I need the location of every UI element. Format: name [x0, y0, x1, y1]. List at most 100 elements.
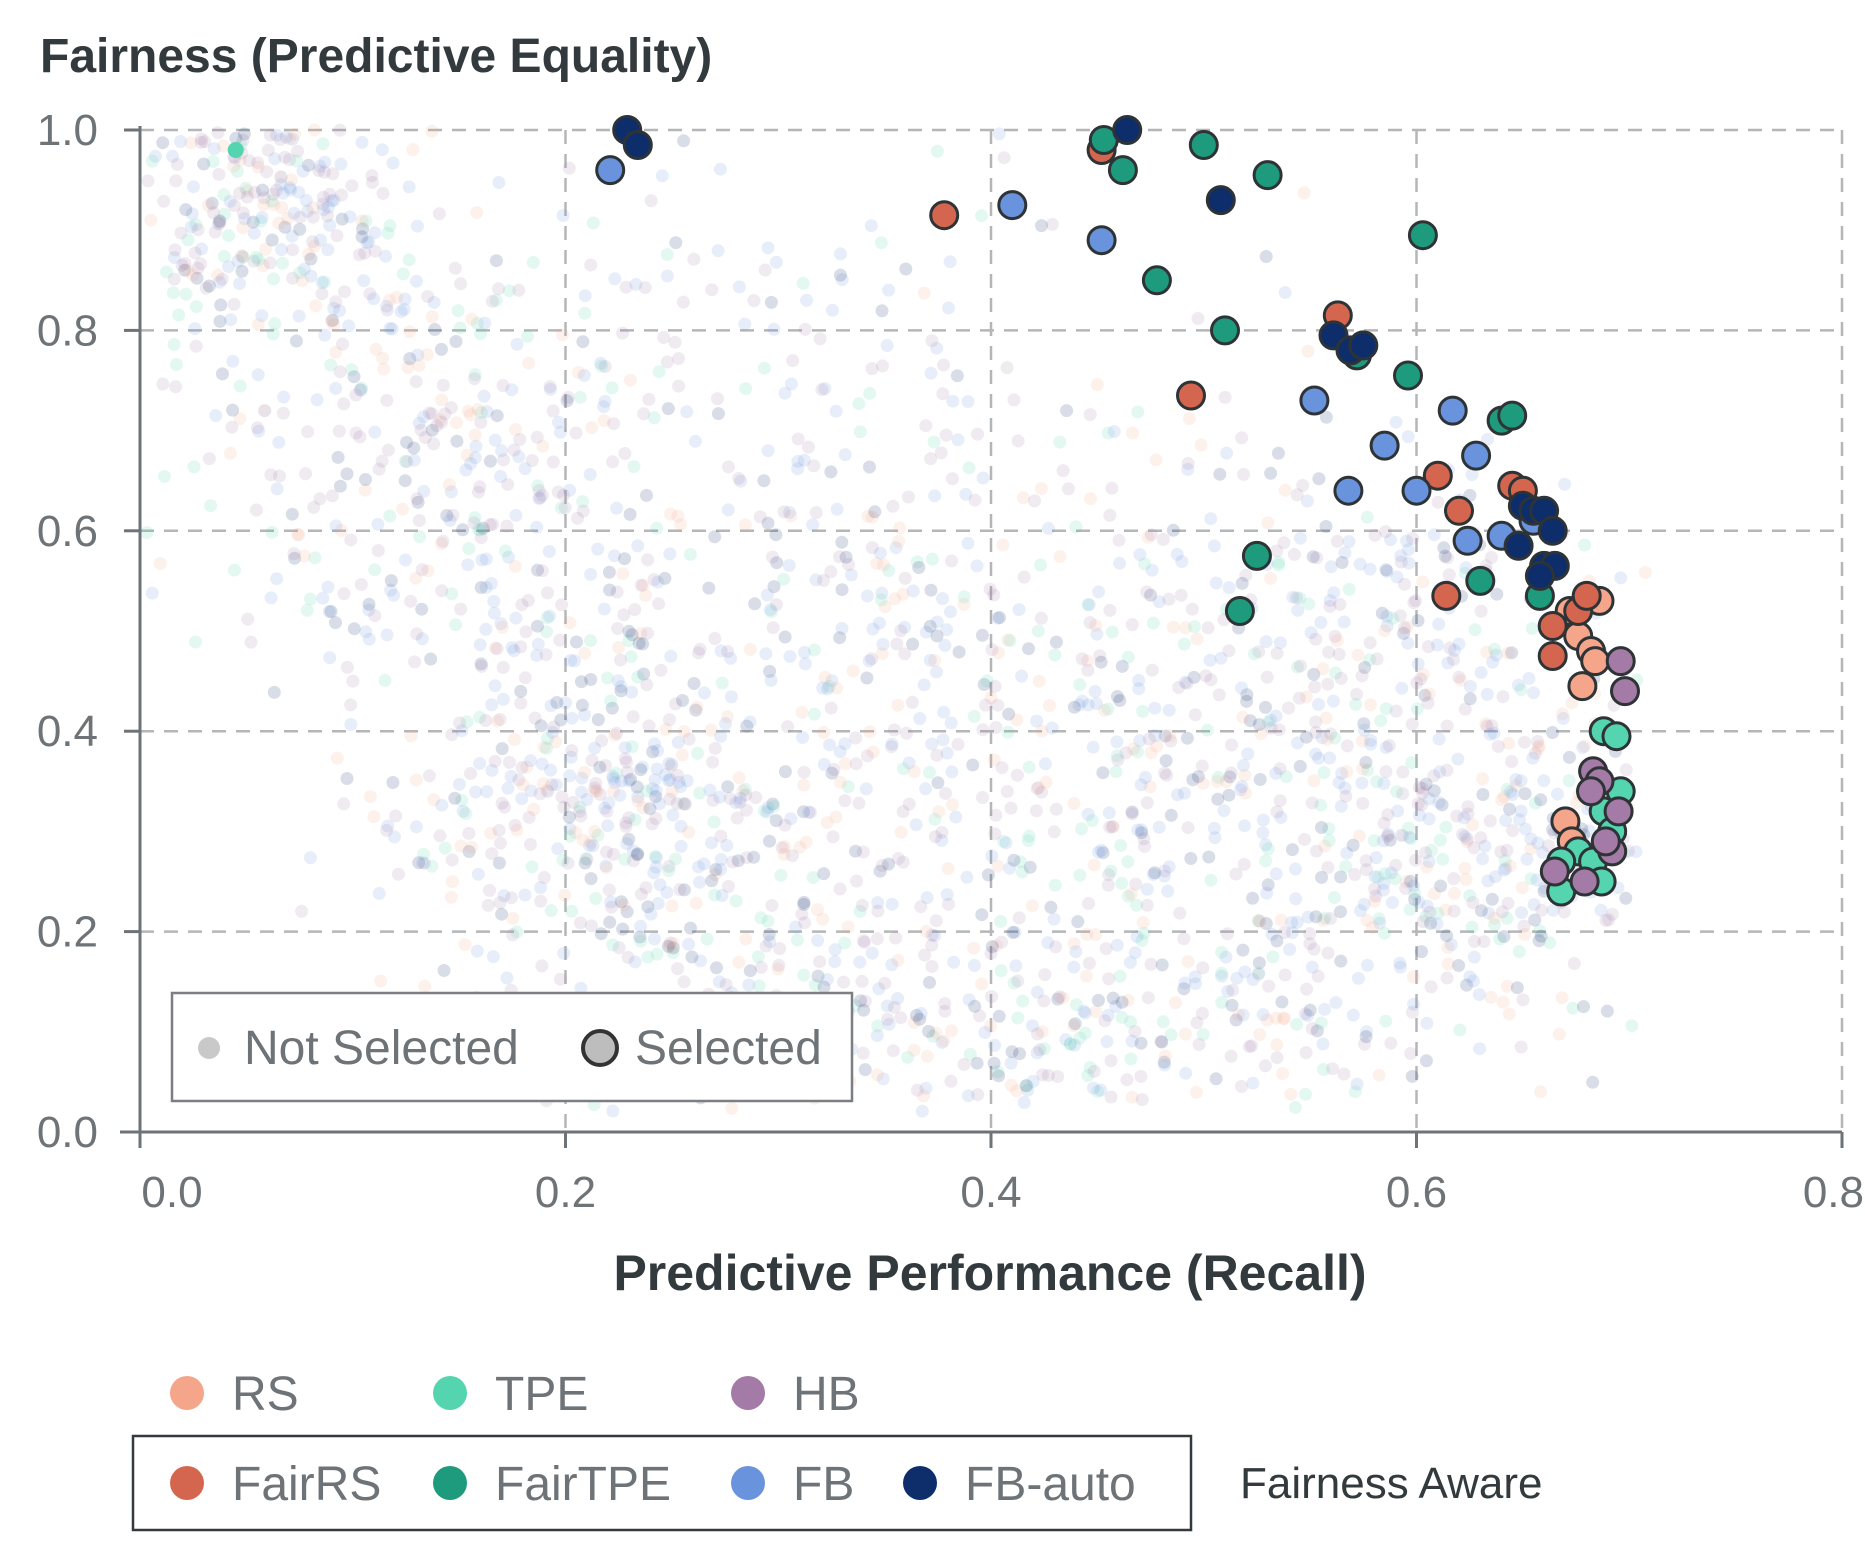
- background-point: [453, 321, 467, 335]
- background-point: [1531, 741, 1545, 755]
- background-point: [1319, 711, 1333, 725]
- background-point: [1112, 533, 1126, 547]
- background-point: [626, 854, 640, 868]
- background-point: [1085, 814, 1099, 828]
- background-point: [1348, 1085, 1362, 1099]
- background-point: [899, 262, 913, 276]
- background-point: [849, 757, 863, 771]
- background-point: [1131, 823, 1145, 837]
- background-point: [631, 794, 645, 808]
- background-point: [381, 443, 395, 457]
- background-point: [525, 860, 539, 874]
- background-point: [1199, 669, 1213, 683]
- background-point: [449, 416, 463, 430]
- background-point: [1125, 1034, 1139, 1048]
- background-point: [766, 621, 780, 635]
- background-point: [375, 143, 389, 157]
- background-point: [530, 649, 544, 662]
- background-point: [1243, 714, 1257, 728]
- background-point: [985, 940, 999, 954]
- background-point: [1044, 900, 1058, 914]
- background-point: [651, 744, 665, 758]
- background-point: [865, 946, 879, 960]
- background-point: [597, 400, 611, 414]
- selected-points: [227, 115, 1640, 907]
- background-point: [1536, 846, 1550, 860]
- background-point: [1467, 934, 1481, 948]
- background-point: [1372, 1068, 1386, 1082]
- background-point: [353, 248, 366, 262]
- background-point: [951, 433, 965, 447]
- background-point: [1049, 940, 1063, 954]
- background-point: [760, 805, 774, 819]
- background-point: [743, 715, 757, 729]
- background-point: [401, 360, 415, 374]
- background-point: [565, 904, 579, 918]
- background-point: [454, 602, 468, 616]
- background-point: [427, 295, 441, 309]
- background-point: [703, 783, 717, 797]
- background-point: [614, 684, 628, 698]
- background-point: [403, 325, 417, 339]
- background-point: [1269, 766, 1283, 780]
- background-point: [1301, 1009, 1315, 1022]
- background-point: [1318, 839, 1332, 853]
- background-point: [1327, 586, 1341, 600]
- background-point: [919, 1081, 933, 1095]
- background-point: [1532, 739, 1546, 753]
- background-point: [661, 939, 675, 953]
- background-point: [487, 606, 501, 620]
- background-point: [1360, 863, 1373, 877]
- background-point: [1068, 1038, 1081, 1052]
- background-point: [470, 206, 484, 219]
- background-point: [901, 1050, 915, 1064]
- background-point: [1071, 915, 1085, 929]
- not-selected-points: [140, 123, 1652, 1118]
- background-point: [1353, 557, 1367, 571]
- background-point: [1017, 570, 1031, 584]
- background-point: [1010, 1084, 1023, 1098]
- background-point: [626, 844, 640, 858]
- background-point: [1419, 910, 1433, 924]
- background-point: [1438, 549, 1452, 563]
- background-point: [1419, 1054, 1433, 1068]
- background-point: [1614, 571, 1628, 585]
- background-point: [601, 819, 615, 833]
- background-point: [650, 521, 664, 535]
- background-point: [763, 834, 776, 848]
- legend-label-rs: RS: [232, 1368, 299, 1421]
- background-point: [473, 480, 487, 494]
- background-point: [1334, 954, 1348, 968]
- background-point: [365, 175, 379, 189]
- background-point: [611, 674, 625, 688]
- background-point: [999, 836, 1013, 850]
- background-point: [1172, 681, 1186, 694]
- background-point: [354, 578, 368, 591]
- background-point: [706, 755, 720, 769]
- background-point: [462, 845, 476, 858]
- background-point: [1242, 1040, 1256, 1054]
- selected-marker: [581, 1029, 619, 1067]
- background-point: [925, 960, 939, 973]
- background-point: [481, 898, 495, 912]
- background-point: [156, 136, 170, 150]
- background-point: [1121, 855, 1135, 869]
- background-point: [1503, 859, 1517, 873]
- background-point: [1134, 1069, 1148, 1083]
- background-point: [721, 780, 735, 794]
- background-point: [923, 765, 936, 779]
- background-point: [1293, 759, 1307, 773]
- background-point: [1389, 415, 1403, 429]
- background-point: [417, 410, 431, 424]
- background-point: [917, 1089, 930, 1103]
- background-point: [1278, 483, 1292, 497]
- background-point: [625, 628, 639, 642]
- background-point: [381, 226, 395, 240]
- background-point: [775, 841, 789, 855]
- background-point: [641, 553, 655, 567]
- background-point: [1407, 997, 1421, 1011]
- background-point: [369, 342, 383, 356]
- background-point: [485, 698, 499, 712]
- background-point: [380, 303, 394, 317]
- background-point: [1270, 1051, 1284, 1065]
